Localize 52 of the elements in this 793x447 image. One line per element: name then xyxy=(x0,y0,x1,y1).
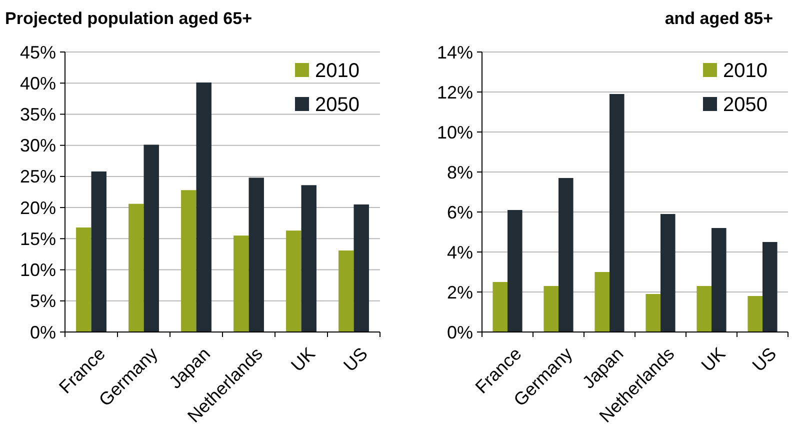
bar xyxy=(301,185,316,332)
bar xyxy=(558,178,574,332)
y-tick-label: 35% xyxy=(20,104,56,125)
legend-label: 2050 xyxy=(723,94,768,116)
bar xyxy=(544,286,558,332)
bar xyxy=(234,236,249,332)
bar xyxy=(696,286,712,332)
y-tick-label: 45% xyxy=(20,42,56,62)
bar xyxy=(646,294,660,332)
x-tick-label: UK xyxy=(287,344,319,376)
bar xyxy=(610,94,624,332)
bar xyxy=(748,296,762,332)
bar xyxy=(660,214,676,332)
bar xyxy=(91,171,106,332)
legend-label: 2010 xyxy=(723,60,768,82)
bar xyxy=(712,228,726,332)
chart-title: and aged 85+ xyxy=(664,9,774,28)
y-tick-label: 20% xyxy=(20,198,56,218)
chart-title: Projected population aged 65+ xyxy=(5,9,252,28)
bar xyxy=(196,82,212,332)
bar xyxy=(338,250,354,332)
bar xyxy=(181,190,196,332)
legend-label: 2050 xyxy=(315,94,360,116)
y-tick-label: 10% xyxy=(20,260,56,280)
bar xyxy=(354,204,369,332)
y-tick-label: 2% xyxy=(446,282,473,302)
y-tick-label: 25% xyxy=(20,166,56,187)
x-tick-label: UK xyxy=(697,344,730,376)
x-tick-label: US xyxy=(340,344,372,376)
y-tick-label: 6% xyxy=(446,202,473,222)
y-tick-label: 0% xyxy=(30,322,56,342)
y-tick-label: 12% xyxy=(436,82,473,102)
y-tick-label: 14% xyxy=(436,42,473,62)
y-tick-label: 40% xyxy=(20,73,56,94)
bar xyxy=(144,144,159,332)
bar xyxy=(508,210,522,332)
bar xyxy=(762,242,778,332)
y-tick-label: 8% xyxy=(446,162,473,182)
legend-label: 2010 xyxy=(315,60,360,82)
y-tick-label: 0% xyxy=(446,322,473,342)
bar xyxy=(76,227,92,332)
bar xyxy=(492,282,508,332)
bar xyxy=(286,230,302,332)
y-tick-label: 30% xyxy=(20,136,56,156)
bar xyxy=(594,272,610,332)
y-tick-label: 4% xyxy=(446,242,473,262)
y-tick-label: 15% xyxy=(20,228,56,249)
y-tick-label: 5% xyxy=(30,291,56,312)
bar xyxy=(248,178,264,332)
x-tick-label: US xyxy=(748,344,780,376)
bar xyxy=(128,204,144,332)
y-tick-label: 10% xyxy=(436,122,473,142)
